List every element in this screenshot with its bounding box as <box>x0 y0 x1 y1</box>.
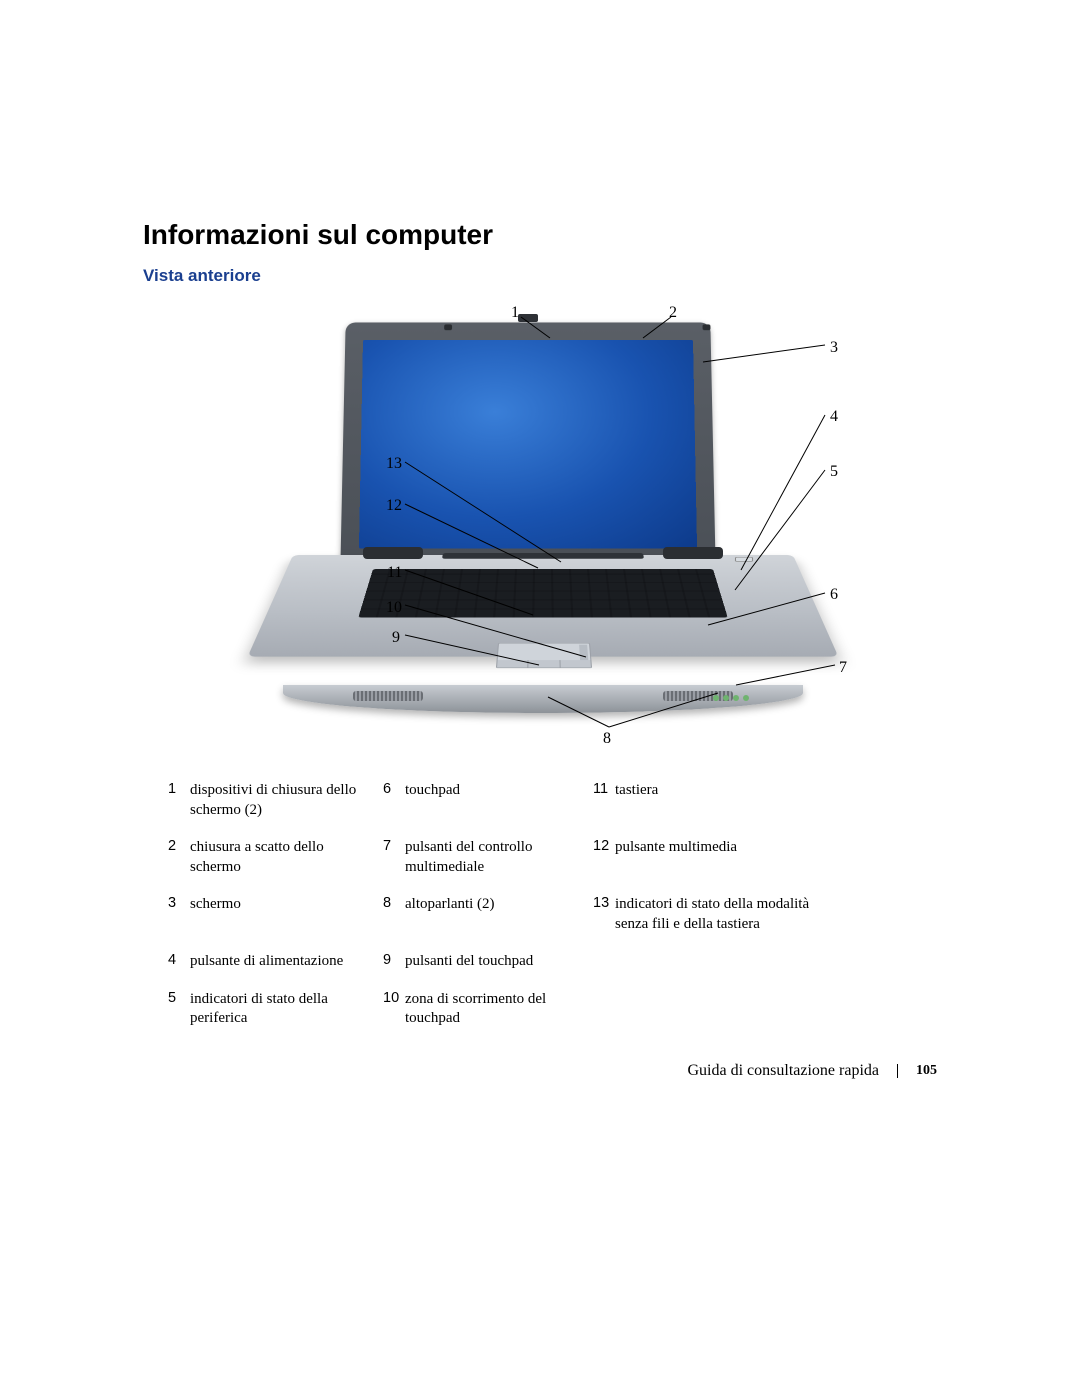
legend-description <box>615 990 631 1029</box>
legend-cell: 4pulsante di alimentazione <box>168 952 383 990</box>
callout-number: 5 <box>830 463 838 481</box>
legend-cell: 10zona di scorrimento del touchpad <box>383 990 593 1047</box>
legend-description: schermo <box>190 895 257 934</box>
legend-number: 13 <box>593 895 615 934</box>
legend-description: indicatori di stato della periferica <box>190 990 383 1029</box>
legend-cell: 5indicatori di stato della periferica <box>168 990 383 1047</box>
legend-cell <box>593 952 853 990</box>
callout-number: 9 <box>392 629 400 647</box>
legend-cell: 2chiusura a scatto dello schermo <box>168 838 383 895</box>
callout-number: 11 <box>387 564 402 582</box>
legend-description: tastiera <box>615 781 674 820</box>
legend-cell <box>593 990 853 1047</box>
callout-number: 12 <box>386 497 402 515</box>
callout-number: 7 <box>839 659 847 677</box>
legend-row: 2chiusura a scatto dello schermo7pulsant… <box>168 838 938 895</box>
legend-cell: 3schermo <box>168 895 383 952</box>
legend-description: indicatori di stato della modalità senza… <box>615 895 853 934</box>
legend-description: altoparlanti (2) <box>405 895 511 934</box>
document-page: Informazioni sul computer Vista anterior… <box>0 0 1080 1397</box>
callout-number: 4 <box>830 408 838 426</box>
legend-description: dispositivi di chiusura dello schermo (2… <box>190 781 383 820</box>
legend-number: 11 <box>593 781 615 820</box>
section-subheading: Vista anteriore <box>143 266 261 286</box>
legend-cell: 13indicatori di stato della modalità sen… <box>593 895 853 952</box>
legend-number: 3 <box>168 895 190 934</box>
callout-number: 8 <box>603 730 611 748</box>
legend-row: 5indicatori di stato della periferica10z… <box>168 990 938 1047</box>
legend-number: 6 <box>383 781 405 820</box>
legend-number <box>593 952 615 972</box>
legend-description: zona di scorrimento del touchpad <box>405 990 593 1029</box>
legend-description: pulsanti del controllo multimediale <box>405 838 593 877</box>
parts-legend: 1dispositivi di chiusura dello schermo (… <box>168 781 938 1047</box>
callout-lines <box>143 295 943 745</box>
legend-number: 9 <box>383 952 405 972</box>
legend-row: 3schermo8altoparlanti (2)13indicatori di… <box>168 895 938 952</box>
legend-number: 5 <box>168 990 190 1029</box>
legend-description: chiusura a scatto dello schermo <box>190 838 383 877</box>
footer-separator <box>897 1064 898 1078</box>
laptop-diagram: 12345678910111213 <box>143 295 943 745</box>
legend-description <box>615 952 631 972</box>
callout-number: 3 <box>830 339 838 357</box>
callout-number: 1 <box>511 304 519 322</box>
legend-row: 4pulsante di alimentazione9pulsanti del … <box>168 952 938 990</box>
callout-number: 6 <box>830 586 838 604</box>
callout-number: 10 <box>386 599 402 617</box>
callout-number: 2 <box>669 304 677 322</box>
page-heading: Informazioni sul computer <box>143 219 493 251</box>
legend-description: pulsante multimedia <box>615 838 753 877</box>
legend-description: pulsanti del touchpad <box>405 952 549 972</box>
legend-cell: 11tastiera <box>593 781 853 838</box>
legend-cell: 1dispositivi di chiusura dello schermo (… <box>168 781 383 838</box>
legend-number: 4 <box>168 952 190 972</box>
page-footer: Guida di consultazione rapida 105 <box>0 1062 1080 1080</box>
legend-cell: 7pulsanti del controllo multimediale <box>383 838 593 895</box>
legend-cell: 8altoparlanti (2) <box>383 895 593 952</box>
legend-cell: 6touchpad <box>383 781 593 838</box>
page-number: 105 <box>916 1063 937 1079</box>
legend-number: 2 <box>168 838 190 877</box>
legend-number <box>593 990 615 1029</box>
legend-description: touchpad <box>405 781 476 820</box>
legend-number: 10 <box>383 990 405 1029</box>
legend-row: 1dispositivi di chiusura dello schermo (… <box>168 781 938 838</box>
legend-cell: 9pulsanti del touchpad <box>383 952 593 990</box>
legend-description: pulsante di alimentazione <box>190 952 359 972</box>
legend-number: 8 <box>383 895 405 934</box>
legend-number: 7 <box>383 838 405 877</box>
legend-number: 1 <box>168 781 190 820</box>
legend-number: 12 <box>593 838 615 877</box>
legend-cell: 12pulsante multimedia <box>593 838 853 895</box>
callout-number: 13 <box>386 455 402 473</box>
footer-title: Guida di consultazione rapida <box>688 1062 880 1080</box>
